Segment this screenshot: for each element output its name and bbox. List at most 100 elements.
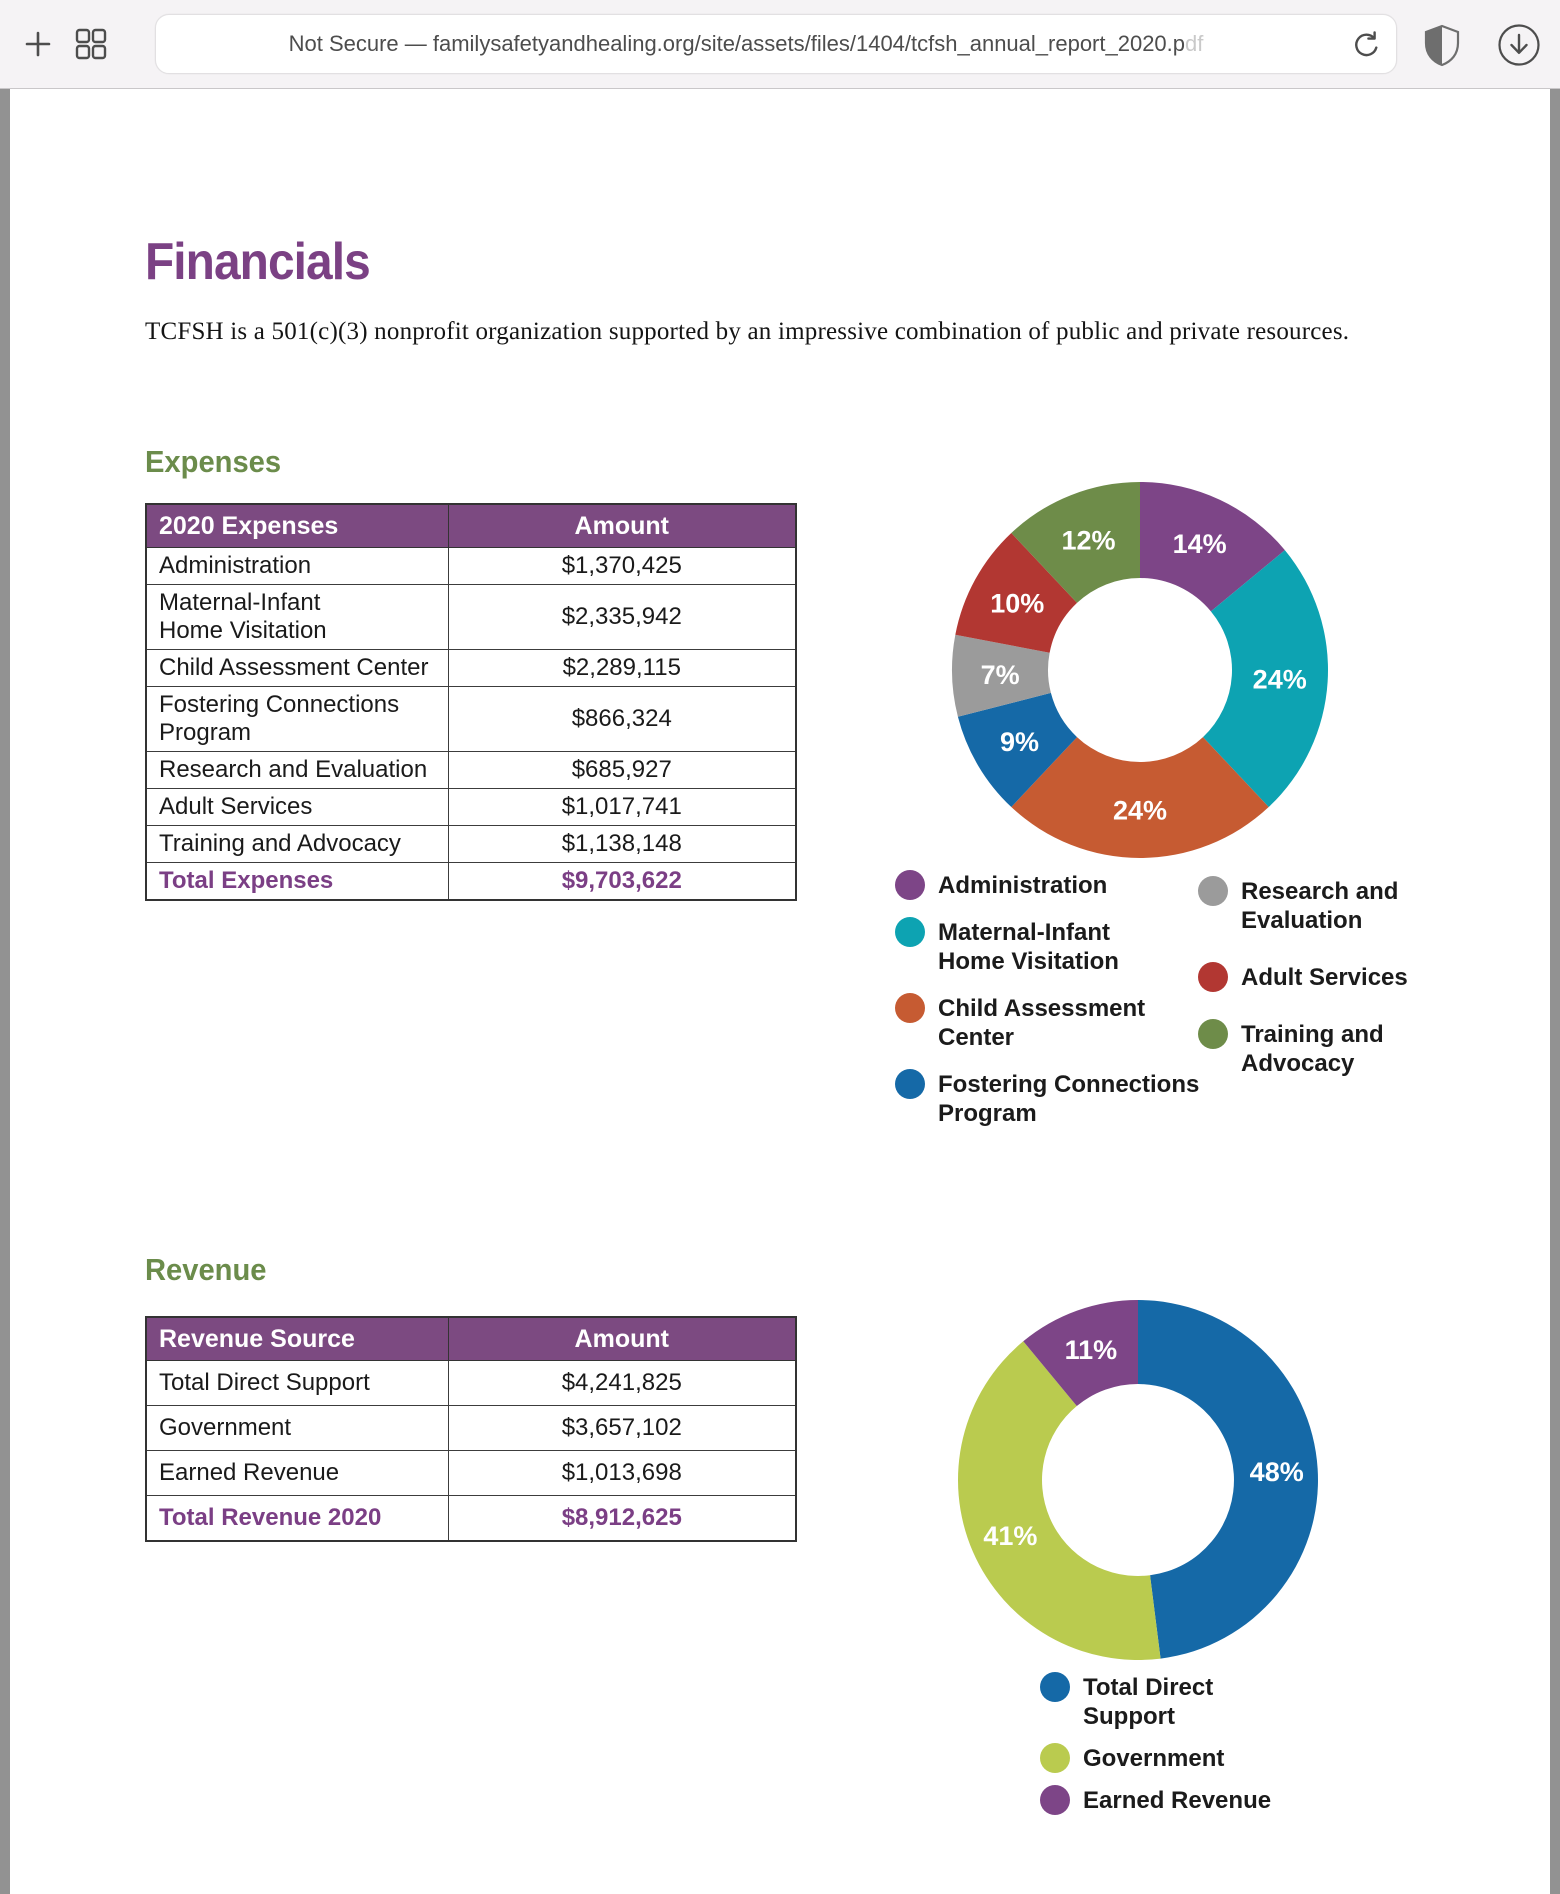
table-row: Training and Advocacy $1,138,148: [145, 825, 797, 863]
legend-label: Earned Revenue: [1083, 1787, 1272, 1814]
table-row: Maternal-Infant Home Visitation $2,335,942: [145, 584, 797, 650]
expenses-legend-column-1: Administration Maternal-Infant Home Visita…: [895, 870, 1199, 1145]
row-amount: $1,013,698: [447, 1450, 797, 1496]
legend-swatch-icon: [1198, 1019, 1228, 1049]
expenses-donut-chart: 14% 24% 24% 9% 7% 10% 12%: [952, 482, 1329, 858]
legend-swatch-icon: [1198, 962, 1228, 992]
row-label: Research and Evaluation: [145, 751, 449, 789]
legend-label: Total Direct Support: [1083, 1674, 1214, 1730]
donut-percent-label: 48%: [1250, 1457, 1304, 1487]
row-amount: $2,335,942: [447, 584, 797, 650]
legend-item: Child Assessment Center: [895, 993, 1199, 1052]
donut-segment-administration: [1140, 482, 1285, 612]
viewer-background-left: [0, 88, 10, 1894]
page-title: Financials: [145, 233, 371, 291]
legend-item: Adult Services: [1198, 962, 1408, 992]
expenses-legend-column-2: Research and Evaluation Adult Services Trai…: [1198, 876, 1408, 1105]
legend-label: Fostering Connections Program: [938, 1071, 1200, 1127]
column-header: Amount: [447, 503, 797, 548]
reload-button[interactable]: [1352, 29, 1382, 59]
donut-percent-label: 24%: [1253, 665, 1307, 695]
column-header: 2020 Expenses: [145, 503, 449, 548]
donut-percent-label: 11%: [1065, 1335, 1118, 1365]
table-header-row: Revenue Source Amount: [145, 1316, 797, 1361]
row-amount: $1,138,148: [447, 825, 797, 863]
donut-percent-label: 24%: [1113, 796, 1167, 826]
new-tab-button[interactable]: [22, 28, 54, 60]
donut-segment-maternal-infant-home-visitation: [1202, 550, 1329, 808]
legend-item: Research and Evaluation: [1198, 876, 1408, 935]
table-row: Total Direct Support $4,241,825: [145, 1360, 797, 1406]
url-text: Not Secure — familysafetyandhealing.org/…: [156, 15, 1336, 73]
viewer-background-right: [1550, 88, 1560, 1894]
donut-percent-label: 41%: [983, 1521, 1037, 1551]
donut-segment-research-and-evaluation: [952, 634, 1051, 717]
donut-segment-training-and-advocacy: [1011, 482, 1140, 603]
tab-overview-button[interactable]: [74, 27, 108, 61]
legend-label: Government: [1083, 1745, 1225, 1772]
legend-label: Maternal-Infant Home Visitation: [938, 919, 1119, 975]
legend-item: Total Direct Support: [1040, 1672, 1271, 1731]
download-icon: [1498, 24, 1540, 66]
legend-swatch-icon: [895, 993, 925, 1023]
table-row: Government $3,657,102: [145, 1405, 797, 1451]
legend-swatch-icon: [895, 917, 925, 947]
donut-segment-government: [958, 1341, 1161, 1660]
reload-icon: [1355, 31, 1378, 57]
revenue-heading: Revenue: [145, 1252, 267, 1287]
table-row: Adult Services $1,017,741: [145, 788, 797, 826]
table-row: Total Expenses $9,703,622: [145, 862, 797, 901]
donut-percent-label: 7%: [981, 660, 1020, 690]
legend-item: Government: [1040, 1743, 1271, 1773]
donut-percent-label: 14%: [1173, 529, 1227, 559]
row-label: Child Assessment Center: [145, 649, 449, 687]
legend-label: Research and Evaluation: [1241, 878, 1399, 934]
row-label: Total Expenses: [145, 862, 449, 901]
tab-overview-icon: [75, 28, 107, 60]
row-amount: $1,370,425: [447, 547, 797, 585]
table-row: Fostering Connections Program $866,324: [145, 686, 797, 752]
row-label: Government: [145, 1405, 449, 1451]
privacy-shield-button[interactable]: [1422, 23, 1462, 67]
donut-segment-earned-revenue: [1023, 1300, 1138, 1407]
row-label: Adult Services: [145, 788, 449, 826]
donut-segment-adult-services: [955, 532, 1078, 653]
legend-label: Administration: [938, 872, 1108, 899]
row-label: Maternal-Infant Home Visitation: [145, 584, 449, 650]
donut-percent-label: 12%: [1061, 526, 1115, 556]
row-amount: $9,703,622: [447, 862, 797, 901]
browser-toolbar: Not Secure — familysafetyandhealing.org/…: [0, 0, 1560, 89]
table-row: Total Revenue 2020 $8,912,625: [145, 1495, 797, 1542]
row-amount: $4,241,825: [447, 1360, 797, 1406]
downloads-button[interactable]: [1496, 22, 1542, 68]
table-row: Child Assessment Center $2,289,115: [145, 649, 797, 687]
privacy-shield-icon: [1424, 24, 1460, 67]
legend-item: Administration: [895, 870, 1199, 900]
row-amount: $866,324: [447, 686, 797, 752]
expenses-table: 2020 Expenses Amount Administration $1,370,…: [145, 503, 797, 901]
table-row: Administration $1,370,425: [145, 547, 797, 585]
url-truncated-tail: df: [1185, 31, 1204, 56]
legend-swatch-icon: [1040, 1743, 1070, 1773]
row-label: Total Revenue 2020: [145, 1495, 449, 1542]
legend-item: Earned Revenue: [1040, 1785, 1271, 1815]
row-label: Fostering Connections Program: [145, 686, 449, 752]
row-amount: $2,289,115: [447, 649, 797, 687]
donut-percent-label: 10%: [990, 588, 1044, 618]
address-bar[interactable]: Not Secure — familysafetyandhealing.org/…: [155, 14, 1397, 74]
legend-item: Training and Advocacy: [1198, 1019, 1408, 1078]
legend-swatch-icon: [1040, 1672, 1070, 1702]
donut-segment-total-direct-support: [1138, 1300, 1318, 1659]
row-amount: $1,017,741: [447, 788, 797, 826]
legend-label: Child Assessment Center: [938, 995, 1146, 1051]
legend-swatch-icon: [1198, 876, 1228, 906]
legend-item: Fostering Connections Program: [895, 1069, 1199, 1128]
revenue-table: Revenue Source Amount Total Direct Support…: [145, 1316, 797, 1542]
row-amount: $3,657,102: [447, 1405, 797, 1451]
url-main: Not Secure — familysafetyandhealing.org/…: [288, 31, 1186, 56]
revenue-legend: Total Direct Support Government Earned Reve…: [1040, 1672, 1271, 1827]
legend-label: Adult Services: [1241, 964, 1408, 991]
row-amount: $685,927: [447, 751, 797, 789]
table-header-row: 2020 Expenses Amount: [145, 503, 797, 548]
